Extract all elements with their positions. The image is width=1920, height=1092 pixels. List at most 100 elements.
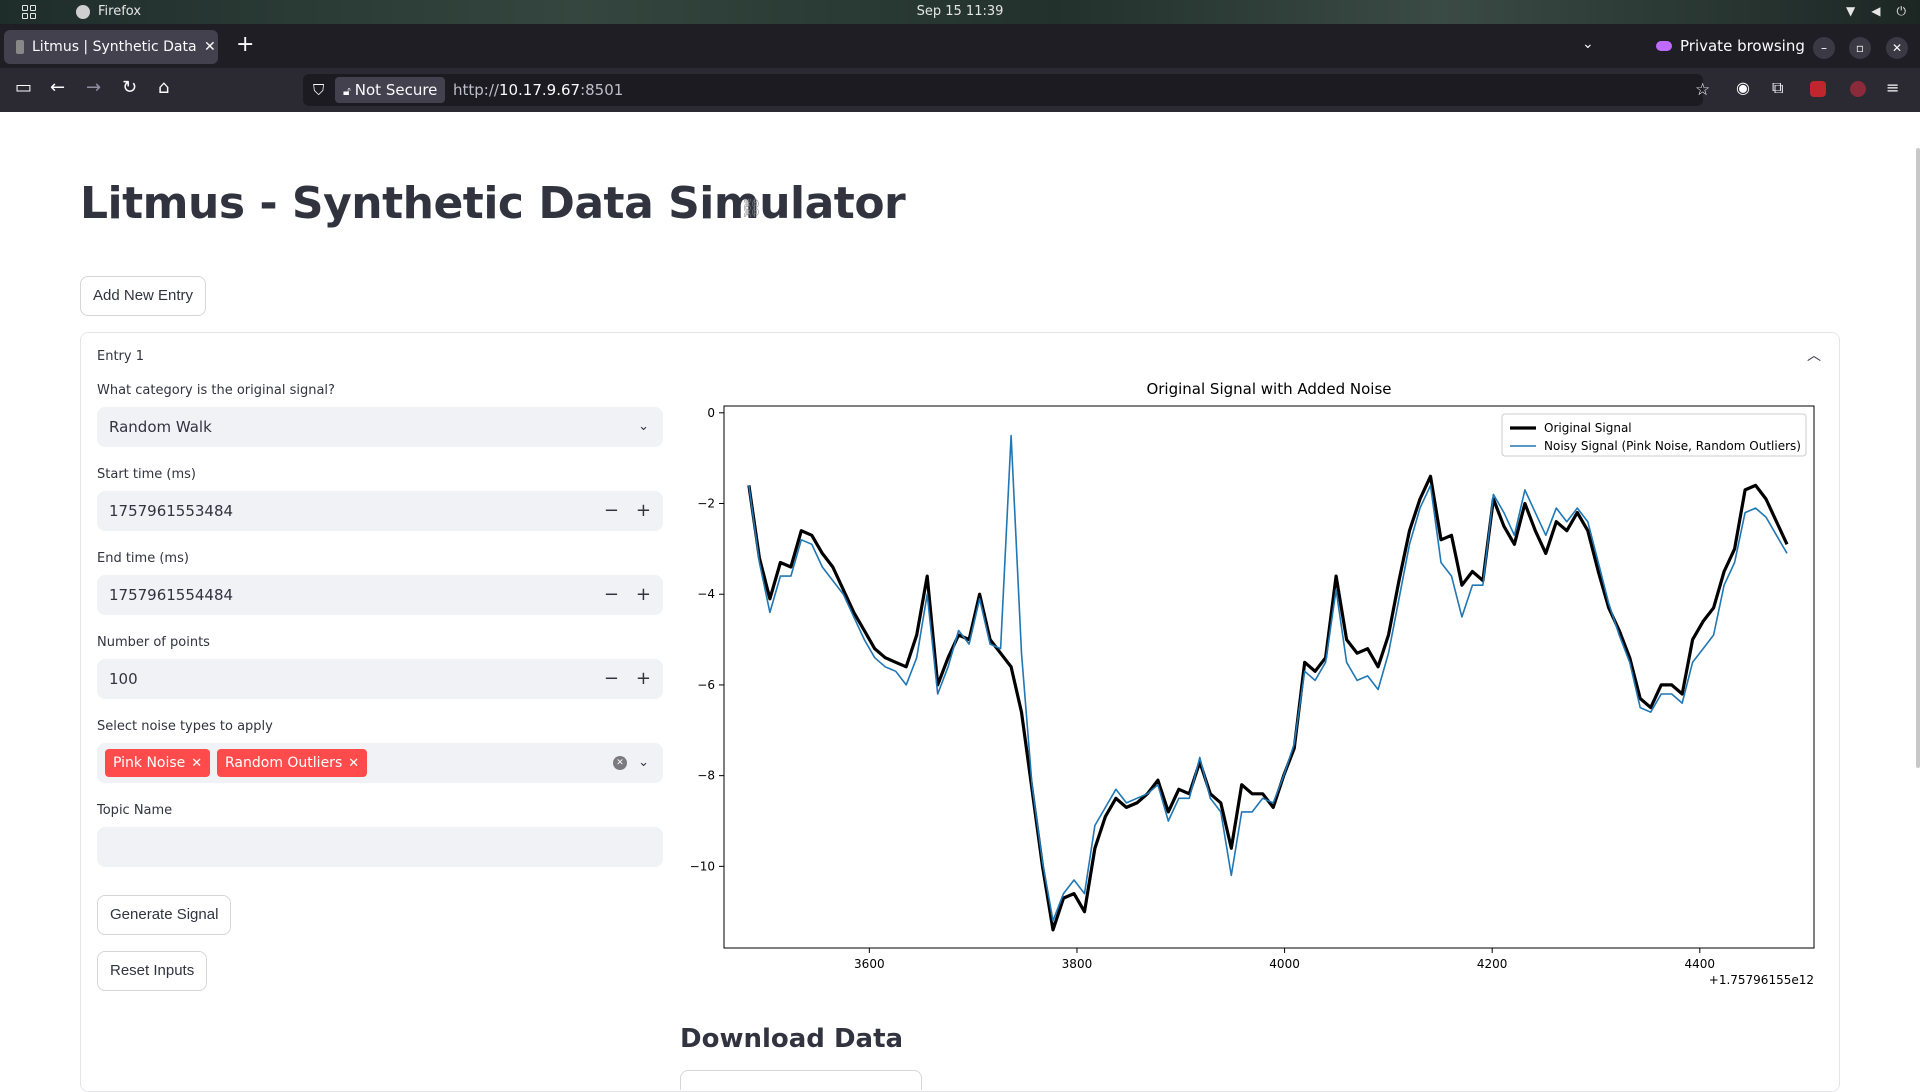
back-arrow-icon[interactable]: ← xyxy=(50,77,66,98)
browser-tab[interactable]: Litmus | Synthetic Data Simulator ✕ xyxy=(4,30,218,64)
browser-nav-bar: ▭ ← → ↻ ⌂ ⛉ 🔓︎ Not Secure http://10.17.9.… xyxy=(0,68,1920,112)
entry-expander: Entry 1 ︿ What category is the original … xyxy=(80,332,1840,1092)
volume-icon[interactable]: ◀ xyxy=(1871,4,1881,18)
menu-hamburger-icon[interactable]: ≡ xyxy=(1886,78,1900,97)
not-secure-label: Not Secure xyxy=(354,81,438,99)
page-title: Litmus - Synthetic Data Simulator xyxy=(80,178,906,229)
start-time-increment-button[interactable]: + xyxy=(635,500,651,521)
firefox-icon xyxy=(76,4,90,19)
system-tray[interactable]: ▼ ◀ ⏻ xyxy=(1846,4,1906,19)
power-icon[interactable]: ⏻ xyxy=(1896,4,1907,18)
topic-name-input[interactable] xyxy=(97,827,663,867)
noise-types-label: Select noise types to apply xyxy=(97,719,273,734)
legend-box xyxy=(1501,413,1807,457)
y-tick-label: −8 xyxy=(697,769,715,783)
entry-expander-title[interactable]: Entry 1 xyxy=(97,349,144,364)
close-window-icon[interactable]: ✕ xyxy=(1886,37,1908,59)
noise-types-multiselect[interactable]: Pink Noise ✕ Random Outliers ✕ ✕ ⌄ xyxy=(97,743,663,783)
anchor-link-icon[interactable]: ⛓ xyxy=(740,198,763,219)
list-tabs-chevron-down-icon[interactable]: ⌄ xyxy=(1582,36,1594,52)
start-time-decrement-button[interactable]: − xyxy=(603,500,619,521)
forward-arrow-icon[interactable]: → xyxy=(86,77,102,98)
active-app-name: Firefox xyxy=(98,4,142,19)
lock-icon: 🔓︎ xyxy=(343,84,351,98)
y-tick-label: −2 xyxy=(697,497,715,511)
noise-chip-pink[interactable]: Pink Noise ✕ xyxy=(105,749,211,777)
extension-icon[interactable] xyxy=(1850,81,1866,97)
x-tick-label: 3600 xyxy=(854,957,885,971)
end-time-increment-button[interactable]: + xyxy=(635,584,651,605)
minimize-icon[interactable]: – xyxy=(1813,37,1835,59)
clear-all-icon[interactable]: ✕ xyxy=(613,756,627,770)
bookmark-star-icon[interactable]: ☆ xyxy=(1695,80,1711,100)
chart-title: Original Signal with Added Noise xyxy=(1146,380,1391,398)
not-secure-badge[interactable]: 🔓︎ Not Secure xyxy=(335,77,446,103)
ublock-extension-icon[interactable] xyxy=(1810,81,1826,97)
url-text[interactable]: http://10.17.9.67:8501 xyxy=(453,81,623,99)
points-label: Number of points xyxy=(97,635,210,650)
home-icon[interactable]: ⌂ xyxy=(158,77,170,98)
page-scrollbar[interactable] xyxy=(1916,148,1920,768)
chip-remove-icon[interactable]: ✕ xyxy=(191,756,203,771)
category-select[interactable]: Random Walk ⌄ xyxy=(97,407,663,447)
shield-icon[interactable]: ⛉ xyxy=(313,81,325,99)
generate-signal-button[interactable]: Generate Signal xyxy=(97,895,232,935)
private-browsing-label: Private browsing xyxy=(1680,37,1805,55)
extensions-icon[interactable]: ⧉ xyxy=(1772,78,1784,97)
x-tick-label: 4000 xyxy=(1269,957,1300,971)
tab-title: Litmus | Synthetic Data Simulator xyxy=(32,39,200,55)
url-prefix: http:// xyxy=(453,81,499,99)
download-button[interactable] xyxy=(680,1070,922,1090)
x-offset-label: +1.75796155e12 xyxy=(1709,973,1814,986)
y-tick-label: 0 xyxy=(707,406,715,420)
legend-label-original: Original Signal xyxy=(1544,421,1632,435)
y-tick-label: −6 xyxy=(697,678,715,692)
account-icon[interactable]: ◉ xyxy=(1736,78,1750,97)
maximize-icon[interactable]: ▫ xyxy=(1849,37,1871,59)
clock[interactable]: Sep 15 11:39 xyxy=(916,4,1004,19)
series-line-original xyxy=(747,474,1789,932)
chevron-down-icon[interactable]: ⌄ xyxy=(638,755,649,770)
wifi-icon[interactable]: ▼ xyxy=(1846,4,1856,18)
chevron-down-icon[interactable]: ⌄ xyxy=(638,419,649,434)
add-new-entry-button[interactable]: Add New Entry xyxy=(80,276,207,316)
points-decrement-button[interactable]: − xyxy=(603,668,619,689)
reset-inputs-button[interactable]: Reset Inputs xyxy=(97,951,208,991)
chevron-up-icon[interactable]: ︿ xyxy=(1807,348,1821,364)
chip-remove-icon[interactable]: ✕ xyxy=(348,756,360,771)
app-grid-icon[interactable] xyxy=(22,5,36,19)
browser-tab-bar: Litmus | Synthetic Data Simulator ✕ + ⌄ … xyxy=(0,24,1920,68)
url-bar[interactable]: ⛉ 🔓︎ Not Secure http://10.17.9.67:8501 ☆ xyxy=(303,74,1710,106)
new-tab-button[interactable]: + xyxy=(236,32,255,57)
url-port: :8501 xyxy=(580,81,624,99)
tab-close-icon[interactable]: ✕ xyxy=(204,39,216,55)
noise-chip-label: Pink Noise xyxy=(113,755,186,771)
plot-frame xyxy=(723,405,1815,949)
page-content: Litmus - Synthetic Data Simulator ⛓ Add … xyxy=(0,112,1920,1092)
reload-icon[interactable]: ↻ xyxy=(122,77,138,98)
sidebar-toggle-icon[interactable]: ▭ xyxy=(15,77,33,98)
private-mask-icon xyxy=(1656,41,1672,51)
end-time-decrement-button[interactable]: − xyxy=(603,584,619,605)
x-tick-label: 4200 xyxy=(1477,957,1508,971)
y-tick-label: −4 xyxy=(697,587,715,601)
topic-name-label: Topic Name xyxy=(97,803,173,818)
x-tick-label: 3800 xyxy=(1062,957,1093,971)
private-browsing-indicator: Private browsing xyxy=(1656,37,1805,55)
category-label: What category is the original signal? xyxy=(97,383,335,398)
points-increment-button[interactable]: + xyxy=(635,668,651,689)
points-value: 100 xyxy=(109,670,138,688)
noise-chip-label: Random Outliers xyxy=(225,755,343,771)
category-value: Random Walk xyxy=(109,418,212,436)
end-time-input[interactable]: 1757961554484 − + xyxy=(97,575,663,615)
end-time-label: End time (ms) xyxy=(97,551,189,566)
end-time-value: 1757961554484 xyxy=(109,586,234,604)
start-time-label: Start time (ms) xyxy=(97,467,196,482)
y-tick-label: −10 xyxy=(690,859,715,873)
x-tick-label: 4400 xyxy=(1685,957,1716,971)
noise-chip-outliers[interactable]: Random Outliers ✕ xyxy=(217,749,368,777)
points-input[interactable]: 100 − + xyxy=(97,659,663,699)
url-host: 10.17.9.67 xyxy=(498,81,581,99)
tab-favicon-icon xyxy=(16,40,24,54)
start-time-input[interactable]: 1757961553484 − + xyxy=(97,491,663,531)
